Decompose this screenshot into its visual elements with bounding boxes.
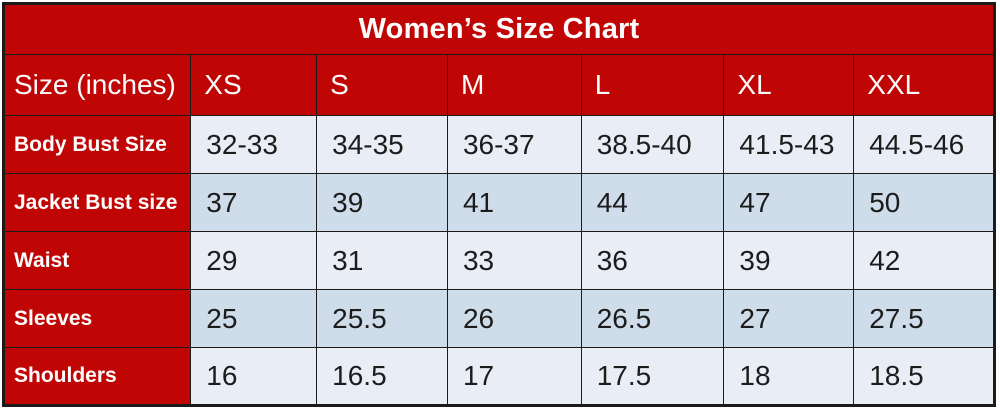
cell-jacket-bust-xs: 37	[190, 173, 318, 232]
cell-waist-s: 31	[316, 231, 448, 290]
row-label-jacket-bust-size: Jacket Bust size	[2, 173, 192, 232]
cell-jacket-bust-xl: 47	[723, 173, 855, 232]
cell-waist-l: 36	[580, 231, 725, 290]
cell-waist-xxl: 42	[853, 231, 995, 290]
cell-shoulders-s: 16.5	[316, 347, 448, 406]
row-label-body-bust-size: Body Bust Size	[2, 115, 192, 174]
header-row: Size (inches) XS S M L XL XXL	[2, 54, 995, 116]
cell-jacket-bust-s: 39	[316, 173, 448, 232]
cell-shoulders-m: 17	[446, 347, 582, 406]
cell-body-bust-xxl: 44.5-46	[853, 115, 995, 174]
cell-shoulders-xl: 18	[723, 347, 855, 406]
cell-jacket-bust-l: 44	[580, 173, 725, 232]
table-row-body-bust-size: Body Bust Size 32-33 34-35 36-37 38.5-40…	[2, 115, 995, 174]
column-header-xxl: XXL	[853, 54, 995, 116]
column-header-l: L	[580, 54, 725, 116]
cell-shoulders-xs: 16	[190, 347, 318, 406]
column-header-m: M	[446, 54, 582, 116]
chart-title: Women’s Size Chart	[3, 3, 995, 55]
cell-sleeves-xl: 27	[723, 289, 855, 348]
cell-sleeves-xs: 25	[190, 289, 318, 348]
row-label-shoulders: Shoulders	[2, 347, 192, 406]
cell-sleeves-xxl: 27.5	[853, 289, 995, 348]
cell-jacket-bust-xxl: 50	[853, 173, 995, 232]
cell-body-bust-m: 36-37	[446, 115, 582, 174]
cell-sleeves-m: 26	[446, 289, 582, 348]
cell-body-bust-s: 34-35	[316, 115, 448, 174]
table-row-jacket-bust-size: Jacket Bust size 37 39 41 44 47 50	[2, 173, 995, 232]
table-row-shoulders: Shoulders 16 16.5 17 17.5 18 18.5	[2, 347, 995, 406]
column-header-xl: XL	[723, 54, 855, 116]
cell-shoulders-xxl: 18.5	[853, 347, 995, 406]
cell-waist-m: 33	[446, 231, 582, 290]
cell-sleeves-s: 25.5	[316, 289, 448, 348]
cell-body-bust-xl: 41.5-43	[723, 115, 855, 174]
cell-body-bust-l: 38.5-40	[580, 115, 725, 174]
row-label-waist: Waist	[2, 231, 192, 290]
table-row-waist: Waist 29 31 33 36 39 42	[2, 231, 995, 290]
cell-waist-xl: 39	[723, 231, 855, 290]
cell-body-bust-xs: 32-33	[190, 115, 318, 174]
title-row: Women’s Size Chart	[3, 3, 995, 55]
cell-sleeves-l: 26.5	[580, 289, 725, 348]
womens-size-chart-table: Women’s Size Chart Size (inches) XS S M …	[2, 2, 996, 407]
cell-waist-xs: 29	[190, 231, 318, 290]
cell-jacket-bust-m: 41	[446, 173, 582, 232]
table-row-sleeves: Sleeves 25 25.5 26 26.5 27 27.5	[2, 289, 995, 348]
cell-shoulders-l: 17.5	[580, 347, 725, 406]
column-header-s: S	[316, 54, 448, 116]
column-header-size-inches: Size (inches)	[2, 54, 192, 116]
column-header-xs: XS	[190, 54, 318, 116]
row-label-sleeves: Sleeves	[2, 289, 192, 348]
